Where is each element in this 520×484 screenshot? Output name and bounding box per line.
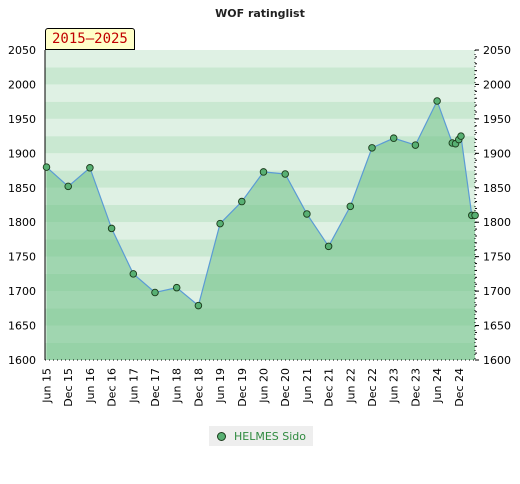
x-tick-label: Jun 17: [127, 368, 140, 404]
legend-marker-icon: [217, 431, 226, 441]
x-tick-label: Dec 18: [192, 368, 205, 407]
y-tick-label-left: 1750: [8, 251, 36, 264]
x-tick-label: Dec 20: [279, 368, 292, 407]
data-point: [129, 270, 138, 278]
data-point: [281, 170, 289, 178]
grid-band: [45, 50, 475, 68]
x-tick-label: Jun 18: [171, 368, 184, 404]
y-tick-label-right: 2000: [483, 78, 511, 91]
y-tick-label-left: 1650: [8, 320, 36, 333]
grid-band: [45, 136, 475, 154]
y-tick-label-right: 1800: [483, 216, 511, 229]
x-tick-label: Dec 21: [323, 368, 336, 407]
x-tick-label: Jun 20: [258, 368, 271, 404]
x-axis: Jun 15 Dec 15 Jun 16 Dec 16 Jun 17 Dec 17 Jun …: [41, 368, 466, 407]
x-tick-label: Jun 22: [344, 368, 357, 404]
y-axis-right: 1600 1650 1700 1750 1800 1850 1900 1950 2000 2050: [475, 44, 511, 367]
y-tick-label-right: 1700: [483, 285, 511, 298]
x-tick-label: Dec 24: [453, 368, 466, 407]
y-tick-label-left: 1800: [8, 216, 36, 229]
data-point: [346, 202, 355, 211]
data-point: [471, 211, 479, 220]
date-range-badge: 2015–2025: [45, 28, 135, 50]
x-tick-label: Jun 21: [301, 368, 314, 404]
x-tick-label: Dec 16: [106, 368, 119, 407]
data-point: [238, 197, 246, 206]
y-tick-label-left: 1850: [8, 182, 36, 195]
x-tick-label: Jun 15: [41, 368, 54, 404]
y-tick-label-right: 1850: [483, 182, 511, 195]
data-point: [433, 97, 441, 105]
grid-band: [45, 67, 475, 85]
y-tick-label-left: 1900: [8, 147, 36, 160]
data-point: [42, 163, 51, 171]
x-tick-label: Jun 24: [431, 368, 444, 404]
chart-title: WOF ratinglist: [215, 7, 305, 20]
data-point: [457, 132, 465, 140]
data-point: [368, 144, 376, 152]
x-tick-label: Dec 15: [62, 368, 75, 407]
y-tick-label-left: 2000: [8, 78, 36, 91]
data-point: [324, 242, 333, 251]
x-tick-label: Jun 19: [214, 368, 227, 404]
axes: [44, 50, 476, 361]
x-tick-label: Dec 19: [236, 368, 249, 407]
x-tick-label: Dec 17: [149, 368, 162, 407]
series-points: [42, 97, 479, 310]
grid-band: [45, 101, 475, 119]
legend-label: HELMES Sido: [234, 429, 307, 443]
grid-band: [45, 118, 475, 137]
y-tick-label-right: 2050: [483, 44, 511, 57]
y-tick-label-right: 1650: [483, 320, 511, 333]
data-point: [303, 210, 311, 218]
y-axis-left: 1600 1650 1700 1750 1800 1850 1900 1950 2000 2050: [8, 44, 36, 367]
x-tick-label: Jun 16: [84, 368, 97, 404]
grid-band: [45, 84, 475, 102]
y-tick-label-right: 1600: [483, 354, 511, 367]
y-tick-label-right: 1750: [483, 251, 511, 264]
data-point: [107, 224, 116, 233]
x-tick-label: Jun 23: [388, 368, 401, 404]
x-tick-label: Dec 23: [409, 368, 422, 407]
data-point: [389, 134, 398, 142]
y-tick-label-left: 1700: [8, 285, 36, 298]
data-point: [216, 219, 224, 228]
data-point: [172, 283, 181, 292]
data-point: [64, 182, 72, 191]
data-point: [151, 288, 159, 297]
data-point: [259, 168, 268, 176]
data-point: [86, 164, 94, 172]
y-tick-label-left: 1600: [8, 354, 36, 367]
y-tick-label-right: 1900: [483, 147, 511, 160]
y-tick-label-right: 1950: [483, 113, 511, 126]
x-tick-label: Dec 22: [366, 368, 379, 407]
data-point: [411, 141, 420, 149]
y-tick-label-left: 1950: [8, 113, 36, 126]
y-tick-label-left: 2050: [8, 44, 36, 57]
data-point: [194, 301, 203, 310]
legend: HELMES Sido: [209, 426, 313, 446]
